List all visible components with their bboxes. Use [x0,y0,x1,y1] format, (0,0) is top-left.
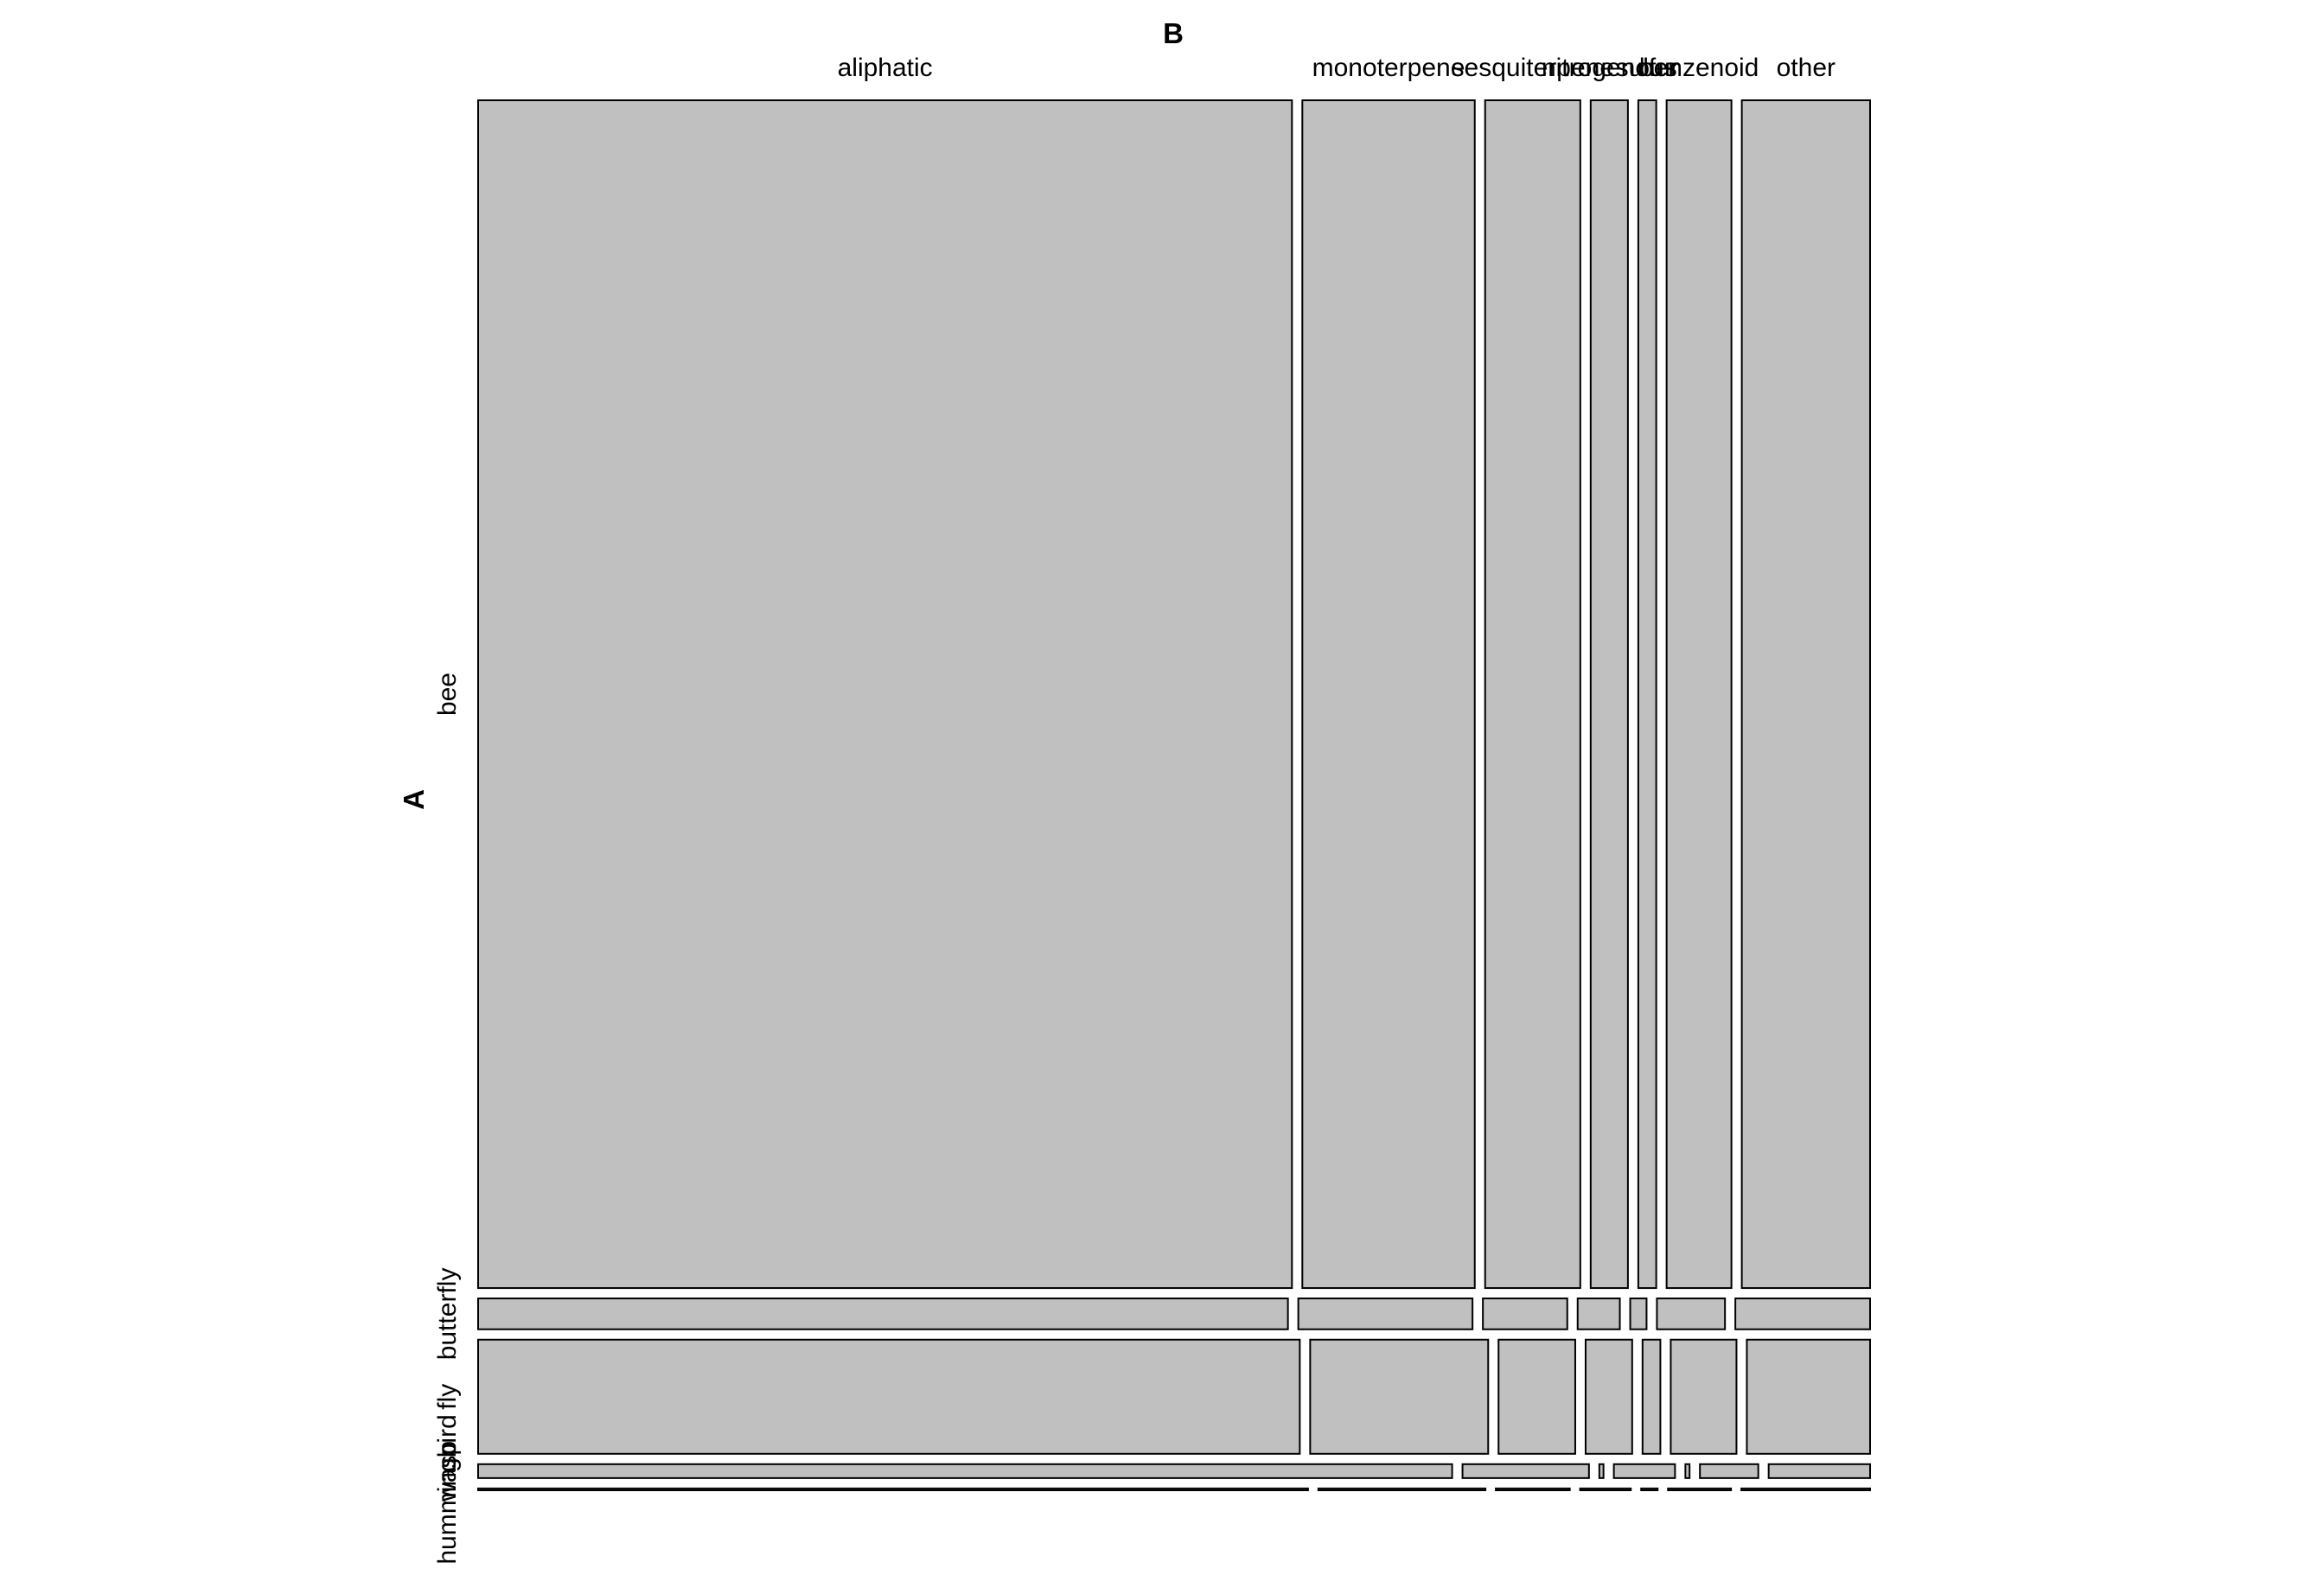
column-label-benzenoid: benzenoid [1639,54,1759,82]
tile-fly-nitrogenous [1584,1338,1633,1455]
tile-bee-sesquiterpene [1484,99,1581,1290]
tile-bee-monoterpene [1301,99,1476,1290]
tile-wasp-nitrogenous [1612,1463,1676,1479]
tile-butterfly-sesquiterpene [1482,1298,1568,1330]
tile-butterfly-benzenoid [1656,1298,1727,1330]
tile-fly-other [1746,1338,1871,1455]
mosaic-tiles [477,99,1872,1491]
tile-fly-aliphatic [477,1338,1301,1455]
column-label-sulfur: sulfur [1616,54,1679,82]
column-label-nitrogenous: nitrogenous [1542,54,1677,82]
tile-bee-nitrogenous [1589,99,1629,1290]
column-label-sesquiterpene: sesquiterpene [1452,54,1614,82]
column-label-other: other [1777,54,1836,82]
tile-wasp-other [1767,1463,1872,1479]
tile-butterfly-other [1734,1298,1872,1330]
tile-wasp-sesquiterpene [1598,1463,1605,1479]
tile-hummingbird-other [1740,1487,1871,1491]
tile-wasp-monoterpene [1461,1463,1590,1479]
row-label-wasp: wasp [433,1441,462,1502]
row-label-butterfly: butterfly [433,1268,462,1361]
tile-hummingbird-benzenoid [1667,1487,1733,1491]
tile-wasp-aliphatic [477,1463,1453,1479]
column-label-monoterpene: monoterpene [1312,54,1465,82]
tile-butterfly-sulfur [1629,1298,1648,1330]
column-axis-title: B [1163,17,1184,49]
column-label-aliphatic: aliphatic [838,54,933,82]
tile-hummingbird-sulfur [1640,1487,1659,1491]
tile-wasp-benzenoid [1699,1463,1759,1479]
tile-fly-benzenoid [1670,1338,1738,1455]
tile-bee-sulfur [1637,99,1657,1290]
tile-wasp-sulfur [1684,1463,1691,1479]
tile-bee-other [1740,99,1871,1290]
row-label-bee: bee [433,673,462,716]
row-label-fly: fly [433,1384,462,1410]
tile-butterfly-aliphatic [477,1298,1289,1330]
tile-butterfly-nitrogenous [1576,1298,1621,1330]
tile-fly-sesquiterpene [1497,1338,1576,1455]
tile-hummingbird-monoterpene [1317,1487,1487,1491]
tile-fly-monoterpene [1309,1338,1490,1455]
tile-butterfly-monoterpene [1297,1298,1474,1330]
tile-bee-aliphatic [477,99,1293,1290]
tile-fly-sulfur [1641,1338,1662,1455]
row-axis-title: A [398,789,430,810]
row-label-hummingbird: hummingbird [433,1414,462,1564]
tile-hummingbird-nitrogenous [1579,1487,1632,1491]
tile-hummingbird-aliphatic [477,1487,1309,1491]
column-labels: aliphatic monoterpenesesquiterpenenitroge… [838,54,1836,82]
tile-hummingbird-sesquiterpene [1495,1487,1571,1491]
tile-bee-benzenoid [1665,99,1733,1290]
